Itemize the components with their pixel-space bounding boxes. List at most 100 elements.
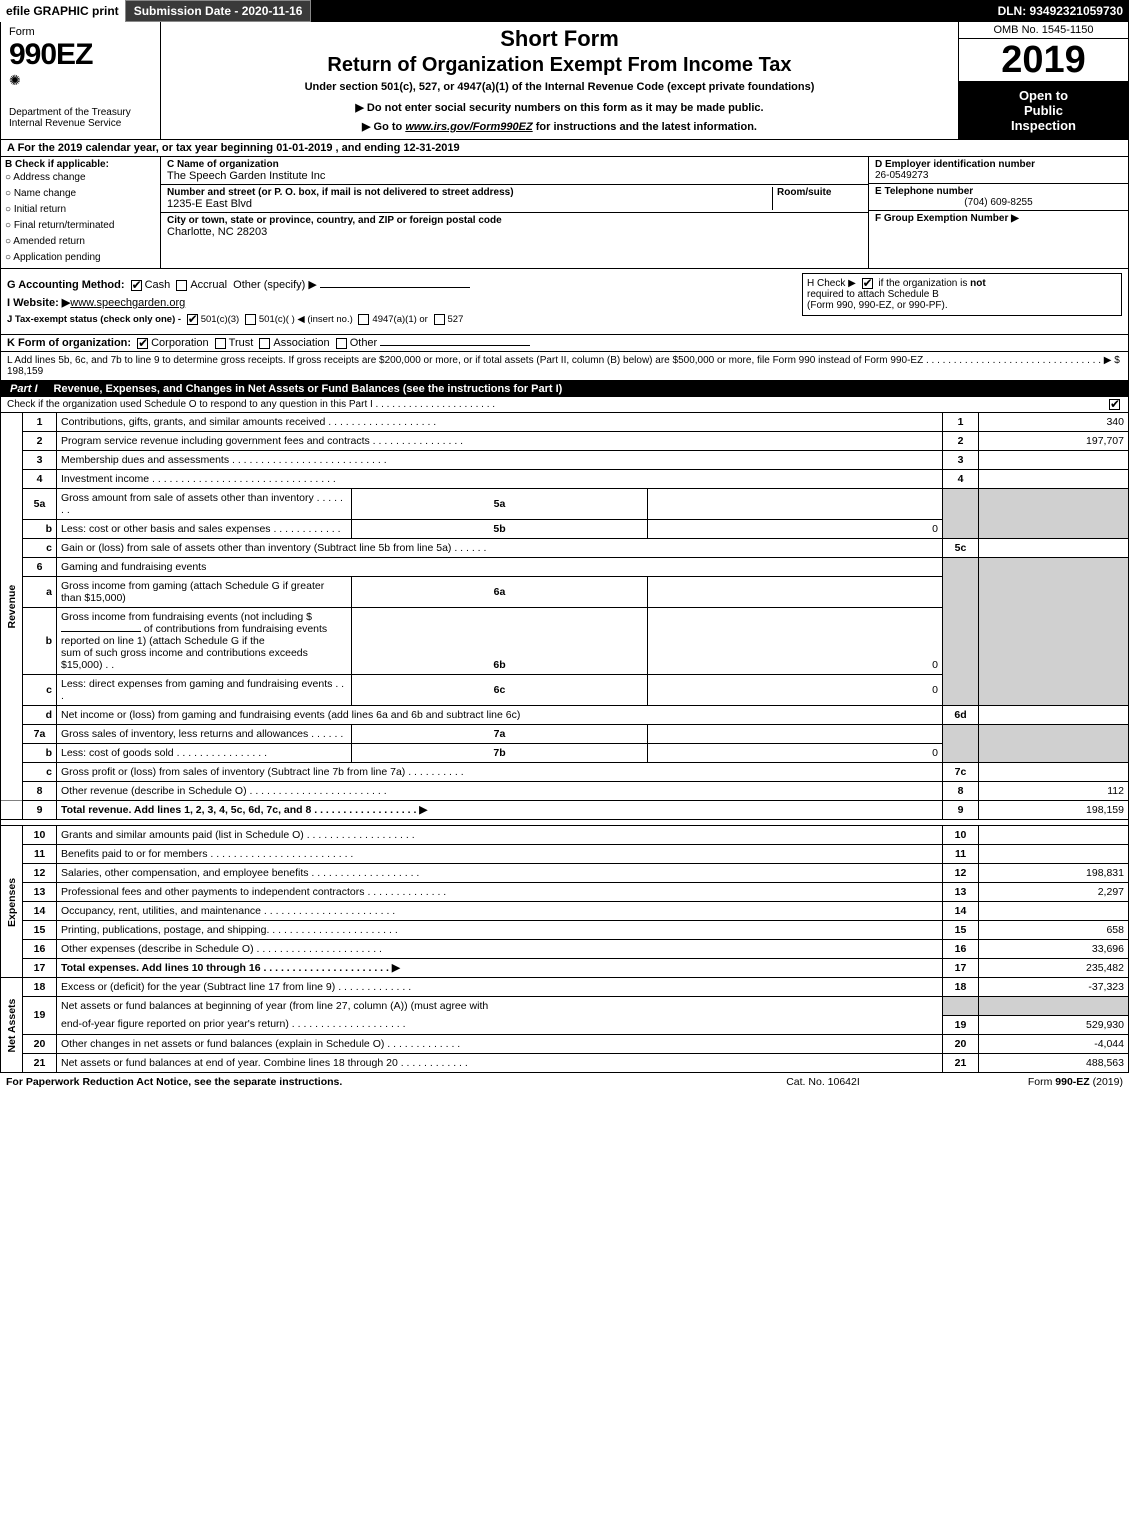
- l7b-desc: Less: cost of goods sold . . . . . . . .…: [57, 744, 352, 763]
- l2-desc: Program service revenue including govern…: [57, 432, 943, 451]
- check-amended-return[interactable]: Amended return: [5, 234, 156, 250]
- k-assoc: Association: [273, 337, 329, 349]
- l6d-rnum: 6d: [943, 706, 979, 725]
- l6c-desc: Less: direct expenses from gaming and fu…: [57, 675, 352, 706]
- header-mid: Short Form Return of Organization Exempt…: [161, 22, 958, 139]
- k-assoc-check[interactable]: [259, 338, 270, 349]
- c-city-label: City or town, state or province, country…: [167, 215, 862, 226]
- l19-rval-shade: [979, 997, 1129, 1016]
- k-trust-check[interactable]: [215, 338, 226, 349]
- l19-num: 19: [23, 997, 57, 1035]
- col-b-checks: B Check if applicable: Address change Na…: [1, 157, 161, 268]
- g-other-blank[interactable]: [320, 287, 470, 288]
- g-cash-check[interactable]: [131, 280, 142, 291]
- l6a-desc: Gross income from gaming (attach Schedul…: [57, 577, 352, 608]
- h-line2: required to attach Schedule B: [807, 289, 939, 300]
- l1-num: 1: [23, 413, 57, 432]
- l8-desc: Other revenue (describe in Schedule O) .…: [57, 782, 943, 801]
- l6a-innum: 6a: [352, 577, 647, 608]
- l6d-rval: [979, 706, 1129, 725]
- efile-label[interactable]: efile GRAPHIC print: [0, 0, 125, 22]
- h-checkbox[interactable]: [862, 278, 873, 289]
- check-application-pending[interactable]: Application pending: [5, 250, 156, 266]
- l17-desc: Total expenses. Add lines 10 through 16 …: [57, 959, 943, 978]
- l18-rval: -37,323: [979, 978, 1129, 997]
- l6b-inval: 0: [647, 608, 942, 675]
- part1-schedule-o-check[interactable]: [1109, 399, 1120, 410]
- footer-right-form: 990-EZ: [1055, 1076, 1089, 1088]
- k-other-check[interactable]: [336, 338, 347, 349]
- l20-rval: -4,044: [979, 1034, 1129, 1053]
- k-other-blank[interactable]: [380, 345, 530, 346]
- l6-num: 6: [23, 558, 57, 577]
- dept-treasury: Department of the Treasury: [9, 107, 152, 118]
- l2-num: 2: [23, 432, 57, 451]
- l6d-desc: Net income or (loss) from gaming and fun…: [57, 706, 943, 725]
- l7a-inval: [647, 725, 942, 744]
- l10-num: 10: [23, 826, 57, 845]
- l17-rval: 235,482: [979, 959, 1129, 978]
- goto-text: ▶ Go to www.irs.gov/Form990EZ for instru…: [169, 120, 950, 133]
- l10-rval: [979, 826, 1129, 845]
- l12-desc: Salaries, other compensation, and employ…: [57, 864, 943, 883]
- l3-rval: [979, 451, 1129, 470]
- goto-post: for instructions and the latest informat…: [533, 121, 757, 133]
- g-cash: Cash: [145, 279, 171, 291]
- l20-desc: Other changes in net assets or fund bala…: [57, 1034, 943, 1053]
- l6abc-rval-shade: [979, 558, 1129, 706]
- l14-num: 14: [23, 902, 57, 921]
- l16-rval: 33,696: [979, 940, 1129, 959]
- j-501c-check[interactable]: [245, 314, 256, 325]
- l9-rval: 198,159: [979, 801, 1129, 820]
- submission-date-label: Submission Date - 2020-11-16: [125, 0, 312, 22]
- l5c-desc: Gain or (loss) from sale of assets other…: [57, 539, 943, 558]
- lines-table: Revenue 1 Contributions, gifts, grants, …: [0, 413, 1129, 1073]
- l7ab-rnum-shade: [943, 725, 979, 763]
- under-section-text: Under section 501(c), 527, or 4947(a)(1)…: [169, 81, 950, 93]
- l7a-num: 7a: [23, 725, 57, 744]
- g-accrual-check[interactable]: [176, 280, 187, 291]
- irs-link[interactable]: www.irs.gov/Form990EZ: [405, 121, 532, 133]
- check-final-return[interactable]: Final return/terminated: [5, 218, 156, 234]
- j-4947-check[interactable]: [358, 314, 369, 325]
- form-number: 990EZ: [9, 38, 152, 72]
- l20-rnum: 20: [943, 1034, 979, 1053]
- l5ab-rnum-shade: [943, 489, 979, 539]
- l6b-desc: Gross income from fundraising events (no…: [57, 608, 352, 675]
- check-address-change[interactable]: Address change: [5, 170, 156, 186]
- i-label: I Website: ▶: [7, 297, 70, 309]
- short-form-title: Short Form: [169, 26, 950, 52]
- l6b-d2: of contributions from fundraising events…: [61, 623, 327, 647]
- j-501c3-check[interactable]: [187, 314, 198, 325]
- l14-rnum: 14: [943, 902, 979, 921]
- l6b-blank[interactable]: [61, 631, 141, 632]
- footer-right: Form 990-EZ (2019): [923, 1076, 1123, 1088]
- i-website[interactable]: www.speechgarden.org: [70, 297, 185, 309]
- l12-rnum: 12: [943, 864, 979, 883]
- l5b-num: b: [23, 520, 57, 539]
- l1-rval: 340: [979, 413, 1129, 432]
- footer: For Paperwork Reduction Act Notice, see …: [0, 1073, 1129, 1091]
- top-bar: efile GRAPHIC print Submission Date - 20…: [0, 0, 1129, 22]
- l8-rval: 112: [979, 782, 1129, 801]
- k-corp-check[interactable]: [137, 338, 148, 349]
- l21-num: 21: [23, 1053, 57, 1072]
- c-street-row: Number and street (or P. O. box, if mail…: [161, 185, 868, 213]
- form-word: Form: [9, 26, 152, 38]
- l11-rnum: 11: [943, 845, 979, 864]
- l8-num: 8: [23, 782, 57, 801]
- l7a-innum: 7a: [352, 725, 647, 744]
- l16-num: 16: [23, 940, 57, 959]
- l2-rnum: 2: [943, 432, 979, 451]
- footer-left: For Paperwork Reduction Act Notice, see …: [6, 1076, 723, 1088]
- part1-title: Revenue, Expenses, and Changes in Net As…: [48, 381, 569, 397]
- j-527-check[interactable]: [434, 314, 445, 325]
- check-name-change[interactable]: Name change: [5, 186, 156, 202]
- l7c-desc: Gross profit or (loss) from sales of inv…: [57, 763, 943, 782]
- l6b-d1: Gross income from fundraising events (no…: [61, 611, 312, 623]
- l6-desc: Gaming and fundraising events: [57, 558, 943, 577]
- l5b-desc: Less: cost or other basis and sales expe…: [57, 520, 352, 539]
- l5a-num: 5a: [23, 489, 57, 520]
- l5b-inval: 0: [647, 520, 942, 539]
- check-initial-return[interactable]: Initial return: [5, 202, 156, 218]
